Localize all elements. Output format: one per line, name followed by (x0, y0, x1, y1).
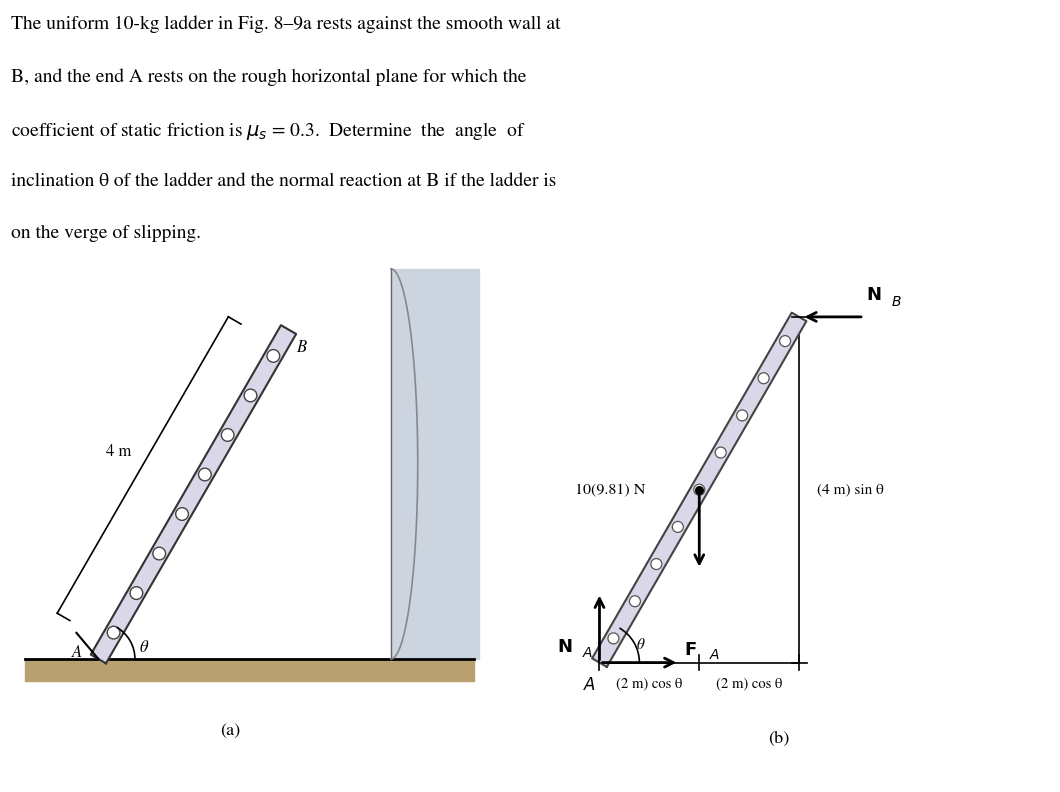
Text: (a): (a) (219, 723, 241, 740)
Text: θ: θ (140, 639, 147, 656)
Text: 4 m: 4 m (106, 444, 131, 460)
Text: $\mathit{B}$: $\mathit{B}$ (891, 295, 902, 310)
Text: (b): (b) (768, 731, 790, 748)
Text: $\mathit{A}$: $\mathit{A}$ (583, 677, 596, 694)
Text: $\mathit{A}$: $\mathit{A}$ (709, 648, 721, 662)
Text: $\mathbf{N}$: $\mathbf{N}$ (866, 287, 882, 304)
Text: (4 m) sin θ: (4 m) sin θ (816, 483, 883, 497)
Text: $\mathit{A}$: $\mathit{A}$ (582, 645, 594, 660)
Circle shape (630, 596, 640, 607)
Polygon shape (593, 313, 807, 667)
Text: inclination θ of the ladder and the normal reaction at B if the ladder is: inclination θ of the ladder and the norm… (11, 173, 555, 190)
Circle shape (651, 558, 661, 569)
Text: $\mathbf{N}$: $\mathbf{N}$ (558, 639, 572, 656)
Text: θ: θ (637, 638, 644, 652)
Text: 10(9.81) N: 10(9.81) N (575, 483, 644, 497)
Circle shape (107, 626, 120, 639)
Circle shape (608, 633, 619, 644)
Circle shape (672, 521, 684, 532)
Circle shape (737, 410, 747, 421)
Circle shape (244, 389, 257, 402)
Text: $\mathbf{F}$: $\mathbf{F}$ (685, 642, 697, 659)
Text: (2 m) cos θ: (2 m) cos θ (616, 677, 683, 691)
Text: coefficient of static friction is $\mu_s$ = 0.3.  Determine  the  angle  of: coefficient of static friction is $\mu_s… (11, 120, 525, 143)
Circle shape (779, 336, 791, 347)
Circle shape (758, 373, 770, 384)
Circle shape (716, 447, 726, 458)
Circle shape (153, 547, 165, 560)
Text: B: B (296, 339, 306, 356)
Polygon shape (91, 326, 296, 664)
Text: on the verge of slipping.: on the verge of slipping. (11, 225, 200, 242)
Text: B, and the end A rests on the rough horizontal plane for which the: B, and the end A rests on the rough hori… (11, 68, 526, 86)
Circle shape (176, 508, 189, 520)
Circle shape (222, 428, 234, 441)
Text: The uniform 10-kg ladder in Fig. 8–9a rests against the smooth wall at: The uniform 10-kg ladder in Fig. 8–9a re… (11, 16, 560, 33)
Circle shape (694, 484, 705, 495)
Circle shape (267, 349, 280, 362)
Text: A: A (72, 644, 82, 661)
Circle shape (198, 468, 211, 481)
Text: (2 m) cos θ: (2 m) cos θ (717, 677, 782, 691)
Circle shape (130, 587, 143, 600)
